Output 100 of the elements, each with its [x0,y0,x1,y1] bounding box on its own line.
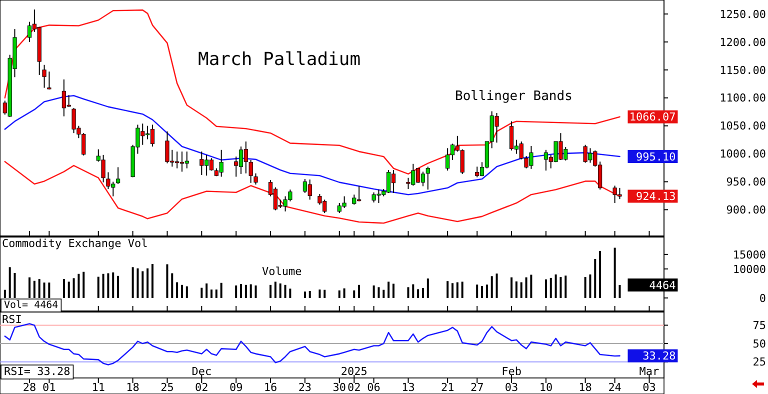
y-tick-label: 10000 [732,262,766,276]
y-tick-label: 25 [752,356,766,369]
x-tick-label: 18 [578,381,592,394]
annotation: Vol= 4464 [4,300,58,311]
annotation: 995.10 [636,150,676,164]
y-tick-label: 1250.00 [720,8,766,21]
bar [461,282,464,298]
bar [388,282,390,298]
annotation: 33.28 [642,350,676,363]
bar [146,268,149,298]
bar [560,277,562,298]
bar [324,290,326,298]
bar [210,290,212,298]
bar [584,277,586,298]
bar [117,276,120,298]
bar [102,274,104,298]
bar [446,281,449,298]
y-tick-label: 0 [759,292,766,305]
bar [358,284,360,298]
bar [417,289,420,298]
bar [382,290,385,298]
bar [270,284,272,298]
bar [244,284,247,298]
x-tick-label: 02 [195,381,208,394]
bar [378,287,380,298]
bar [151,264,154,298]
bar [618,284,621,298]
bar [171,273,174,298]
bar [308,290,311,298]
bar [530,274,532,298]
bar [279,283,282,298]
x-tick-label: 11 [92,381,105,394]
annotation: 4464 [649,278,676,292]
y-tick-label: 50 [752,337,766,350]
bar [254,285,257,298]
x-tick-label: 10 [539,381,553,394]
annotation: 1066.07 [629,110,676,124]
bar [525,277,528,298]
bar [412,284,414,298]
candlestick [254,172,258,186]
bar [215,290,218,298]
y-tick-label: 1150.00 [720,64,766,77]
bar [206,283,208,298]
bar [550,278,552,298]
x-tick-label: 23 [298,381,312,394]
y-tick-label: 900.00 [726,204,766,217]
bar [235,285,238,298]
bar [422,288,424,298]
bar [510,277,513,298]
x-tick-label: 28 [22,381,36,394]
x2-tick-label: Feb [502,365,522,378]
bar [343,288,346,298]
bar [481,286,484,298]
bar [496,274,498,298]
x-tick-label: 09 [229,381,243,394]
bar [554,274,557,298]
bar [614,248,616,298]
x-tick-label: 06 [367,381,380,394]
bar [220,282,222,298]
candlestick [116,166,120,184]
bar [107,273,110,298]
line-series [4,323,620,366]
x-tick-label: 03 [504,381,518,394]
text: March Palladium [198,49,361,70]
bar [136,268,139,298]
line-series [4,9,620,175]
bar [353,290,356,298]
annotation: Volume [262,265,302,278]
x-tick-label: 25 [160,381,174,394]
candlestick [47,71,52,90]
bar [486,284,488,298]
bar [186,286,188,298]
bar [97,276,100,298]
bar [520,282,522,298]
x-tick-label: 30 [332,381,346,394]
bar [112,272,114,298]
line-series [4,160,620,224]
bar [274,282,276,298]
bar [544,279,547,298]
bar [456,282,458,298]
y-tick-label: 75 [752,319,766,332]
bar [284,284,286,298]
bar [82,272,85,298]
candlestick [42,64,46,88]
bar [599,250,602,298]
x-tick-label: 18 [126,381,140,394]
x-tick-label: 13 [402,381,415,394]
bar [250,284,252,298]
x-tick-label: 16 [264,381,278,394]
x-tick-label: 21 [440,381,454,394]
bar [452,283,454,298]
bar [594,259,596,298]
bar [176,282,178,298]
x-tick-label: 02 [348,381,361,394]
bar [62,279,65,298]
bar [407,287,410,298]
bar [426,278,429,298]
x2-tick-label: Dec [192,365,212,378]
bar [515,281,518,298]
bar [372,285,375,298]
